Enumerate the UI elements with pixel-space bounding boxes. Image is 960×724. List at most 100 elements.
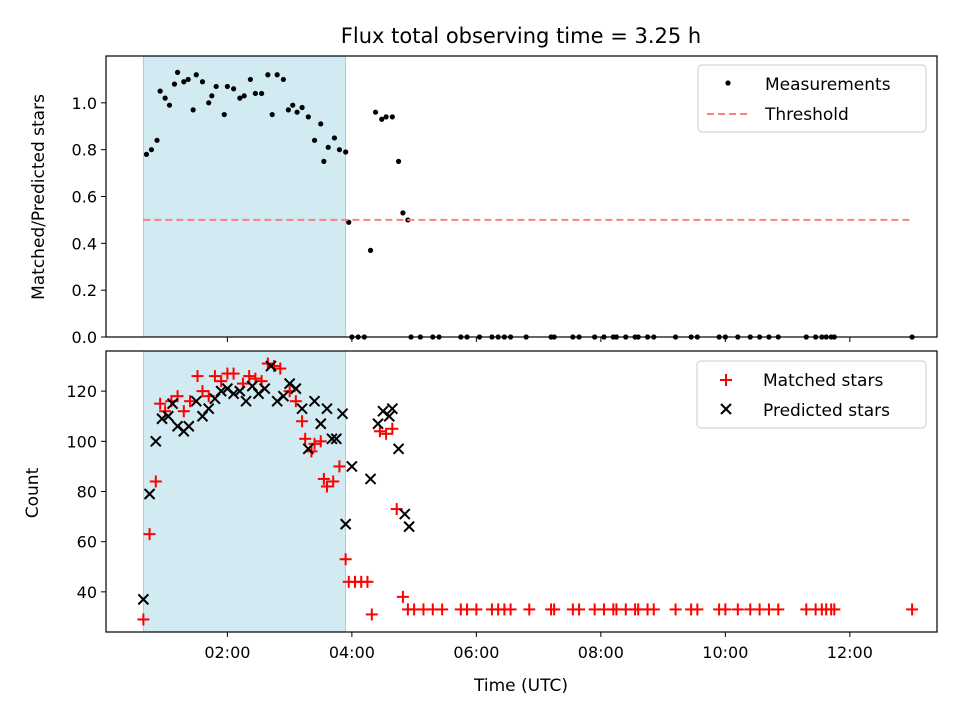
- predicted-stars-point: [399, 508, 411, 520]
- measurement-point: [367, 247, 374, 253]
- predicted-stars-point: [339, 518, 352, 530]
- measurement-point: [171, 81, 178, 87]
- measurement-point: [395, 158, 402, 164]
- y-tick-label: 40: [77, 583, 97, 602]
- measurement-point: [237, 95, 243, 101]
- predicted-stars-point: [277, 390, 290, 402]
- matched-stars-point: [196, 385, 209, 398]
- matched-stars-point: [289, 395, 302, 408]
- measurement-point: [224, 83, 230, 90]
- y-tick-label: 0.0: [72, 328, 97, 347]
- predicted-stars-point: [215, 385, 227, 397]
- measurement-point: [174, 69, 181, 75]
- y-tick-label: 0.2: [72, 281, 97, 300]
- y-tick-label: 0.8: [72, 141, 97, 160]
- matched-stars-point: [436, 603, 449, 616]
- matched-stars-point: [339, 553, 352, 566]
- matched-stars-point: [523, 603, 536, 616]
- matched-stars-point: [299, 432, 312, 445]
- predicted-stars-point: [234, 385, 246, 397]
- observing-window-shade: [142, 55, 347, 338]
- ratio-legend: Measurements Threshold: [697, 64, 927, 133]
- matched-stars-point: [396, 590, 409, 603]
- predicted-stars-point: [336, 408, 349, 420]
- measurement-point: [318, 121, 324, 127]
- predicted-stars-point: [302, 443, 315, 455]
- measurement-point: [285, 107, 291, 113]
- measurement-point: [199, 79, 206, 85]
- matched-stars-point: [906, 603, 919, 616]
- matched-stars-point: [143, 528, 156, 541]
- measurement-point: [154, 137, 160, 143]
- measurement-point: [247, 76, 254, 83]
- measurement-point: [379, 116, 385, 122]
- measurement-point: [372, 109, 379, 115]
- predicted-stars-point: [326, 433, 338, 445]
- matched-stars-point: [317, 472, 330, 485]
- legend-marker-predicted: [720, 403, 732, 415]
- measurement-point: [259, 90, 265, 97]
- predicted-stars-point: [150, 435, 162, 448]
- predicted-stars-point: [392, 443, 405, 455]
- count-x-ticks: 02:00 04:00 06:00 08:00 10:00 12:00: [204, 632, 873, 662]
- measurement-point: [299, 104, 305, 111]
- matched-stars-point: [573, 603, 586, 616]
- matched-stars-point: [772, 603, 785, 616]
- matched-stars-point: [243, 370, 256, 383]
- count-y-axis-label: Count: [23, 467, 43, 518]
- ratio-x-ticks: [226, 337, 851, 342]
- ratio-axes-frame: [105, 55, 938, 338]
- x-tick-label: 06:00: [453, 643, 499, 662]
- matched-stars-point: [691, 603, 704, 616]
- measurement-point: [336, 147, 343, 153]
- measurement-point: [241, 93, 247, 99]
- measurement-point: [400, 210, 406, 216]
- matched-stars-point: [548, 603, 561, 616]
- matched-stars-point: [215, 375, 228, 388]
- predicted-stars-point: [403, 520, 415, 533]
- measurement-point: [305, 114, 311, 120]
- measurement-point: [346, 219, 352, 225]
- ratio-panel: 0.0 0.2 0.4 0.6 0.8 1.0 Flux total observing …: [29, 24, 938, 347]
- measurement-point: [269, 111, 275, 118]
- predicted-stars-point: [162, 410, 174, 422]
- x-tick-label: 08:00: [578, 643, 624, 662]
- predicted-stars-point: [346, 460, 358, 473]
- legend-label-measurements: Measurements: [765, 75, 891, 95]
- count-panel: 02:00 04:00 06:00 08:00 10:00 12:00 40 60 80 100…: [23, 350, 938, 696]
- predicted-stars-point: [383, 410, 395, 422]
- legend-label-threshold: Threshold: [764, 105, 849, 125]
- measurement-point: [213, 83, 219, 90]
- matched-stars-point: [154, 397, 167, 410]
- measurement-point: [294, 109, 300, 115]
- measurement-point: [231, 86, 237, 92]
- matched-stars-point: [504, 603, 517, 616]
- chart-title: Flux total observing time = 3.25 h: [341, 24, 701, 48]
- matched-stars-point: [320, 480, 333, 493]
- count-y-ticks: 40 60 80 100 120: [66, 382, 106, 602]
- matched-stars-point: [669, 603, 682, 616]
- measurement-point: [331, 135, 338, 141]
- predicted-stars-point: [190, 395, 202, 407]
- matched-stars-point: [191, 370, 204, 383]
- legend-box: [696, 360, 927, 429]
- predicted-stars-point: [290, 382, 302, 395]
- measurement-point: [343, 149, 349, 155]
- measurement-point: [389, 114, 395, 120]
- matched-stars-point: [227, 367, 240, 380]
- measurement-point: [206, 100, 212, 106]
- x-tick-label: 10:00: [702, 643, 748, 662]
- measurement-point: [185, 76, 191, 83]
- matched-stars-point: [647, 603, 660, 616]
- count-legend: Matched stars Predicted stars: [696, 360, 927, 429]
- predicted-stars-point: [156, 413, 168, 425]
- predicted-stars-point: [364, 473, 377, 485]
- predicted-stars-point: [265, 360, 277, 372]
- predicted-stars-point: [143, 488, 156, 500]
- measurement-point: [311, 137, 318, 143]
- x-tick-label: 02:00: [204, 643, 250, 662]
- measurement-point: [157, 88, 163, 94]
- measurement-point: [221, 111, 227, 118]
- matched-stars-point: [296, 415, 309, 428]
